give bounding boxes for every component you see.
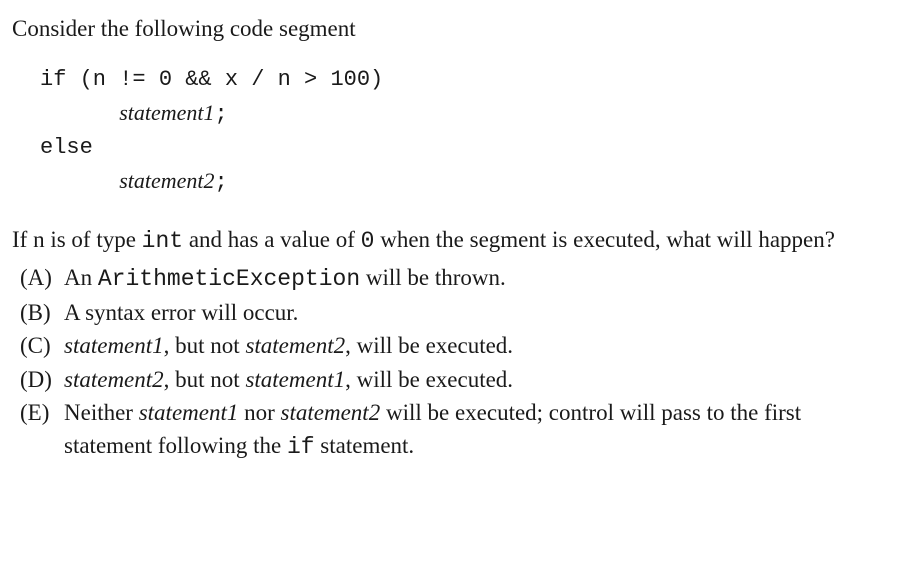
option-a-code: ArithmeticException — [98, 266, 360, 292]
code-statement1: statement1 — [119, 100, 214, 125]
option-c-letter: (C) — [20, 329, 64, 362]
option-e-letter: (E) — [20, 396, 64, 465]
option-a-pre: An — [64, 265, 98, 290]
code-line-3: else — [40, 135, 93, 160]
option-c-stmt2: statement2 — [245, 333, 345, 358]
question-part3: when the segment is executed, what will … — [374, 227, 835, 252]
option-c: (C) statement1, but not statement2, will… — [20, 329, 882, 362]
option-d-letter: (D) — [20, 363, 64, 396]
code-line-2-post: ; — [215, 102, 228, 127]
option-b-letter: (B) — [20, 296, 64, 329]
option-c-stmt1: statement1 — [64, 333, 164, 358]
question-code-int: int — [142, 228, 183, 254]
code-segment: if (n != 0 && x / n > 100) statement1; e… — [40, 63, 882, 199]
option-e-mid: nor — [238, 400, 280, 425]
question-code-zero: 0 — [361, 228, 375, 254]
option-e-pre: Neither — [64, 400, 139, 425]
option-a: (A) An ArithmeticException will be throw… — [20, 261, 882, 296]
question-part1: If n is of type — [12, 227, 142, 252]
option-d-stmt2: statement1 — [245, 367, 345, 392]
option-b: (B) A syntax error will occur. — [20, 296, 882, 329]
option-e-code-if: if — [287, 434, 315, 460]
option-c-text: statement1, but not statement2, will be … — [64, 329, 882, 362]
option-d-mid: , but not — [164, 367, 246, 392]
code-line-1: if (n != 0 && x / n > 100) — [40, 67, 383, 92]
option-e-post2: statement. — [315, 433, 415, 458]
option-e-text: Neither statement1 nor statement2 will b… — [64, 396, 882, 465]
option-e-stmt1: statement1 — [139, 400, 239, 425]
option-d-text: statement2, but not statement1, will be … — [64, 363, 882, 396]
option-c-post: , will be executed. — [345, 333, 513, 358]
code-line-4-indent — [40, 170, 119, 195]
question-text: If n is of type int and has a value of 0… — [12, 223, 882, 258]
options-list: (A) An ArithmeticException will be throw… — [20, 261, 882, 465]
intro-text: Consider the following code segment — [12, 12, 882, 45]
code-statement2: statement2 — [119, 168, 214, 193]
option-d: (D) statement2, but not statement1, will… — [20, 363, 882, 396]
code-line-2-indent — [40, 102, 119, 127]
code-line-4-post: ; — [215, 170, 228, 195]
option-d-stmt1: statement2 — [64, 367, 164, 392]
option-e: (E) Neither statement1 nor statement2 wi… — [20, 396, 882, 465]
option-e-stmt2: statement2 — [281, 400, 381, 425]
option-d-post: , will be executed. — [345, 367, 513, 392]
question-part2: and has a value of — [183, 227, 361, 252]
option-c-mid: , but not — [164, 333, 246, 358]
option-b-text: A syntax error will occur. — [64, 296, 882, 329]
option-a-letter: (A) — [20, 261, 64, 296]
option-a-post: will be thrown. — [360, 265, 506, 290]
option-a-text: An ArithmeticException will be thrown. — [64, 261, 882, 296]
